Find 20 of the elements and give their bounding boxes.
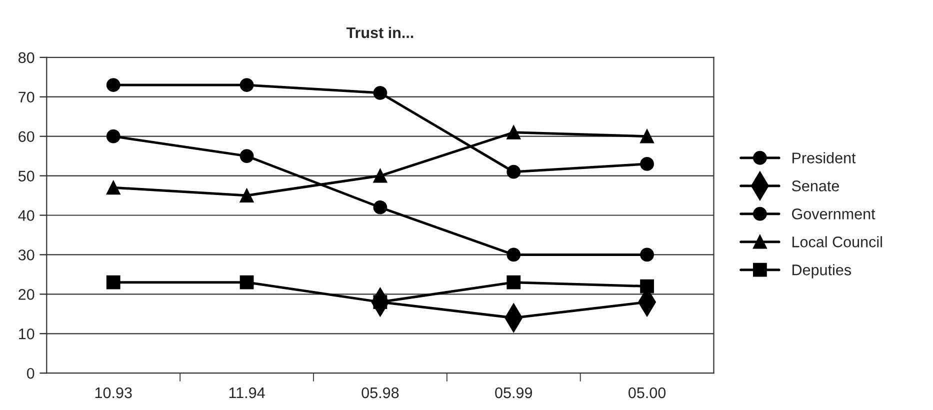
legend-label: Senate xyxy=(792,180,839,192)
y-tick-label: 70 xyxy=(18,92,34,103)
y-tick-label: 40 xyxy=(18,210,34,221)
legend-label: President xyxy=(792,152,856,164)
legend-label: Local Council xyxy=(792,236,882,248)
x-tick-label: 10.93 xyxy=(95,387,132,398)
chart-title: Trust in... xyxy=(346,26,414,38)
y-tick-label: 30 xyxy=(18,250,34,260)
y-tick-label: 10 xyxy=(19,328,34,340)
y-tick-label: 60 xyxy=(18,131,34,142)
x-tick-label: 05.98 xyxy=(362,387,399,398)
y-tick-label: 50 xyxy=(18,170,34,182)
x-tick-label: 05.99 xyxy=(495,387,532,398)
y-tick-label: 80 xyxy=(18,52,34,64)
x-tick-label: 11.94 xyxy=(229,387,265,398)
y-tick-label: 0 xyxy=(26,368,34,379)
legend-label: Deputies xyxy=(792,264,851,278)
y-tick-label: 20 xyxy=(18,289,34,300)
x-tick-label: 05.00 xyxy=(628,387,666,398)
legend-label: Government xyxy=(792,208,876,220)
